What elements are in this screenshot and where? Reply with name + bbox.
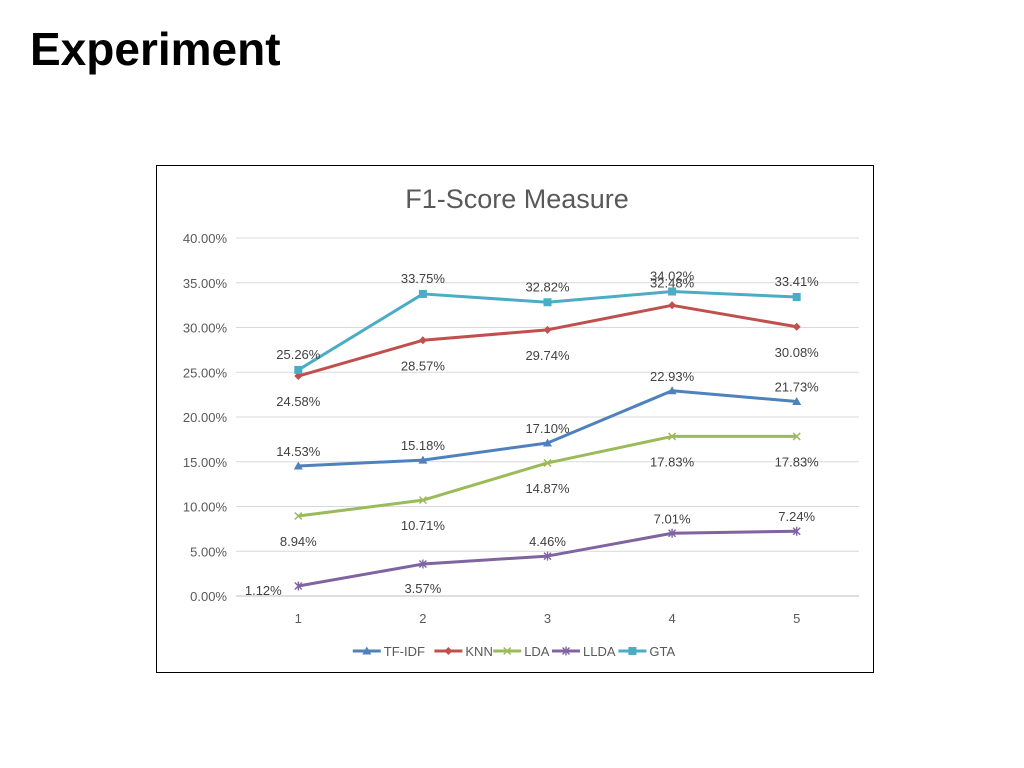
data-label: 28.57% [401, 358, 446, 373]
data-point-tf-idf [543, 438, 552, 447]
data-label: 17.83% [650, 454, 695, 469]
data-point-knn [543, 325, 552, 334]
data-point-knn [418, 336, 427, 345]
data-point-lda [294, 511, 303, 521]
data-point-llda [792, 526, 801, 536]
y-tick-label: 5.00% [190, 544, 227, 559]
y-tick-label: 10.00% [183, 500, 228, 515]
slide-title: Experiment [30, 23, 281, 75]
data-label: 24.58% [276, 394, 321, 409]
y-tick-label: 35.00% [183, 276, 228, 291]
data-label: 7.01% [654, 511, 691, 526]
data-label: 14.87% [525, 481, 570, 496]
data-label: 3.57% [404, 581, 441, 596]
data-point-knn [668, 301, 677, 310]
x-tick-label: 1 [295, 611, 302, 626]
data-label: 21.73% [775, 380, 820, 395]
data-label: 33.75% [401, 271, 446, 286]
y-tick-label: 30.00% [183, 321, 228, 336]
data-label: 33.41% [775, 274, 820, 289]
x-tick-label: 5 [793, 611, 800, 626]
data-point-lda [543, 458, 552, 467]
legend-label: GTA [649, 644, 675, 659]
data-point-knn [792, 322, 801, 331]
data-point-knn [294, 372, 303, 381]
data-label: 8.94% [280, 534, 317, 549]
data-label: 7.24% [778, 509, 815, 524]
legend-label: LLDA [583, 644, 616, 659]
data-point-llda [294, 581, 303, 591]
data-label: 4.46% [529, 534, 566, 549]
legend-label: KNN [465, 644, 492, 659]
series-line-lda [298, 434, 797, 518]
legend-marker [628, 647, 637, 655]
legend-item-llda: LLDA [552, 644, 616, 659]
data-point-lda [418, 496, 427, 505]
data-label: 32.48% [650, 275, 695, 290]
line-chart: F1-Score Measure 0.00% 5.00% 10.00% 15.00% 2… [183, 184, 859, 659]
data-point-gta [418, 289, 427, 298]
legend-marker [503, 646, 512, 656]
data-label: 15.18% [401, 438, 446, 453]
x-tick-label: 4 [668, 611, 675, 626]
y-tick-label: 20.00% [183, 410, 228, 425]
data-label: 29.74% [525, 348, 570, 363]
data-point-tf-idf [667, 386, 677, 395]
legend-item-knn: KNN [434, 644, 493, 659]
x-tick-label: 2 [419, 611, 426, 626]
legend-marker [444, 647, 453, 655]
data-label: 32.82% [525, 279, 570, 294]
data-point-tf-idf [418, 455, 428, 464]
data-point-gta [543, 298, 552, 307]
y-tick-label: 25.00% [183, 365, 228, 380]
data-label: 25.26% [276, 347, 321, 362]
data-label: 30.08% [775, 345, 820, 360]
legend-marker [362, 646, 372, 655]
data-label: 14.53% [276, 444, 321, 459]
legend-label: LDA [524, 644, 550, 659]
data-point-gta [792, 292, 801, 301]
data-point-lda [792, 432, 801, 441]
data-point-tf-idf [792, 397, 802, 406]
legend-label: TF-IDF [384, 644, 425, 659]
data-point-llda [418, 559, 427, 569]
chart-title: F1-Score Measure [405, 184, 629, 214]
data-point-tf-idf [293, 461, 303, 470]
data-label: 1.12% [245, 583, 282, 598]
data-point-gta [294, 365, 303, 374]
data-label: 10.71% [401, 518, 446, 533]
chart-frame: F1-Score Measure 0.00% 5.00% 10.00% 15.00% 2… [156, 165, 874, 673]
legend-item-lda: LDA [493, 644, 550, 659]
data-point-gta [668, 287, 677, 296]
legend-item-tf-idf: TF-IDF [352, 644, 425, 659]
y-tick-label: 0.00% [190, 589, 227, 604]
data-point-llda [668, 528, 677, 538]
data-label: 17.83% [775, 454, 820, 469]
x-tick-label: 3 [544, 611, 551, 626]
data-label: 22.93% [650, 369, 695, 384]
y-tick-label: 40.00% [183, 231, 228, 246]
data-label: 34.02% [650, 269, 695, 284]
y-tick-label: 15.00% [183, 455, 228, 470]
legend-marker [562, 646, 570, 656]
data-label: 17.10% [525, 421, 570, 436]
data-point-lda [668, 432, 677, 441]
legend-item-gta: GTA [618, 644, 675, 659]
data-point-llda [543, 551, 552, 561]
series-line-knn [297, 303, 797, 378]
